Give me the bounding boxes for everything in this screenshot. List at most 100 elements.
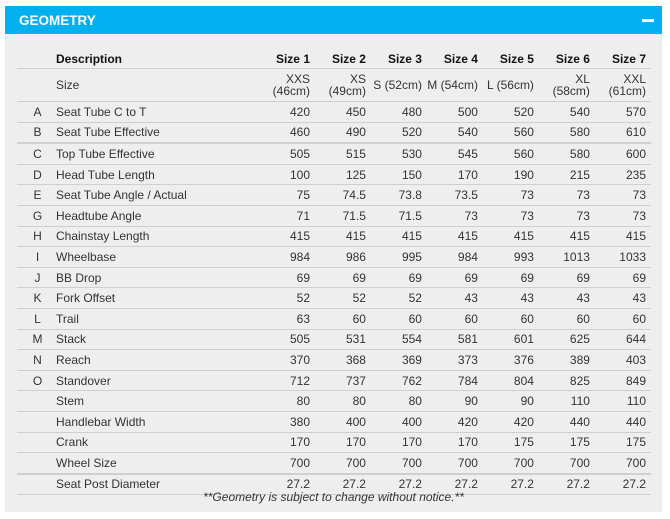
value-cell: 515 [315,143,371,165]
row-letter: I [17,246,52,268]
row-description: Handlebar Width [52,411,260,433]
panel-title: GEOMETRY [19,13,96,28]
value-cell: 420 [426,411,483,433]
value-cell: 69 [315,267,371,289]
column-header: Size 3 [370,50,427,69]
size-line: (46cm) [272,84,310,98]
size-cell: XS (49cm) [315,68,371,102]
value-cell: 74.5 [315,184,371,206]
value-cell: 73 [538,184,595,206]
value-cell: 560 [482,122,539,145]
row-description: BB Drop [52,267,260,289]
value-cell: 73 [426,205,483,227]
table-header-row: Description Size 1 Size 2 Size 3 Size 4 Size … [17,50,651,69]
value-cell: 71.5 [370,205,427,227]
value-cell: 644 [594,329,651,351]
value-cell: 415 [370,226,427,248]
table-row: G Headtube Angle 71 71.5 71.5 73 73 73 73 [17,205,651,227]
value-cell: 490 [315,122,371,145]
value-cell: 825 [538,370,595,392]
size-line: (49cm) [328,84,366,98]
value-cell: 73 [594,184,651,206]
value-cell: 700 [259,452,315,475]
value-cell: 505 [259,329,315,351]
value-cell: 415 [594,226,651,248]
row-letter: K [17,287,52,309]
minus-icon[interactable] [642,15,654,25]
footnote: **Geometry is subject to change without … [203,490,464,504]
row-description: Head Tube Length [52,164,260,186]
row-description: Seat Tube Angle / Actual [52,184,260,206]
value-cell: 540 [426,122,483,145]
value-cell: 73 [594,205,651,227]
table-row: K Fork Offset 52 52 52 43 43 43 43 [17,287,651,309]
table-row: Stem 80 80 80 90 90 110 110 [17,390,651,412]
value-cell: 986 [315,246,371,268]
table-row: O Standover 712 737 762 784 804 825 849 [17,370,651,392]
value-cell: 625 [538,329,595,351]
value-cell: 60 [594,308,651,330]
value-cell: 175 [594,432,651,454]
value-cell: 27.2 [315,473,371,496]
value-cell: 700 [594,452,651,475]
value-cell: 784 [426,370,483,392]
value-cell: 71 [259,205,315,227]
size-line: L (56cm) [487,78,534,92]
value-cell: 100 [259,164,315,186]
row-letter: D [17,164,52,186]
value-cell: 389 [538,349,595,371]
value-cell: 415 [482,226,539,248]
geometry-panel: GEOMETRY Description Size 1 Size 2 Size 3 Si… [5,6,662,512]
row-letter: B [17,122,52,145]
size-cell: XXS (46cm) [259,68,315,102]
value-cell: 69 [594,267,651,289]
value-cell: 581 [426,329,483,351]
value-cell: 52 [315,287,371,309]
table-row: B Seat Tube Effective 460 490 520 540 560 580 61… [17,122,651,145]
value-cell: 415 [426,226,483,248]
row-letter: A [17,101,52,123]
row-description: Standover [52,370,260,392]
value-cell: 570 [594,101,651,123]
value-cell: 71.5 [315,205,371,227]
value-cell: 27.2 [538,473,595,496]
value-cell: 403 [594,349,651,371]
row-letter: L [17,308,52,330]
row-letter [17,390,52,412]
value-cell: 110 [538,390,595,412]
value-cell: 554 [370,329,427,351]
value-cell: 73 [538,205,595,227]
value-cell: 440 [594,411,651,433]
value-cell: 60 [370,308,427,330]
table-row: D Head Tube Length 100 125 150 170 190 215 235 [17,164,651,186]
value-cell: 125 [315,164,371,186]
size-line: S (52cm) [373,78,422,92]
row-letter: O [17,370,52,392]
table-row: Handlebar Width 380 400 400 420 420 440 440 [17,411,651,433]
row-letter: N [17,349,52,371]
value-cell: 700 [538,452,595,475]
value-cell: 380 [259,411,315,433]
value-cell: 69 [482,267,539,289]
row-letter: M [17,329,52,351]
row-description: Top Tube Effective [52,143,260,165]
value-cell: 545 [426,143,483,165]
value-cell: 984 [259,246,315,268]
value-cell: 531 [315,329,371,351]
geometry-header[interactable]: GEOMETRY [5,6,662,34]
table-row: A Seat Tube C to T 420 450 480 500 520 540 570 [17,101,651,123]
size-cell: XXL (61cm) [594,68,651,102]
value-cell: 80 [370,390,427,412]
size-line: (61cm) [608,84,646,98]
value-cell: 560 [482,143,539,165]
size-line: M (54cm) [427,78,478,92]
value-cell: 52 [259,287,315,309]
value-cell: 175 [482,432,539,454]
value-cell: 520 [482,101,539,123]
size-line: XL (58cm) [552,72,590,98]
value-cell: 150 [370,164,427,186]
row-description: Fork Offset [52,287,260,309]
value-cell: 700 [426,452,483,475]
value-cell: 601 [482,329,539,351]
row-description: Chainstay Length [52,226,260,248]
